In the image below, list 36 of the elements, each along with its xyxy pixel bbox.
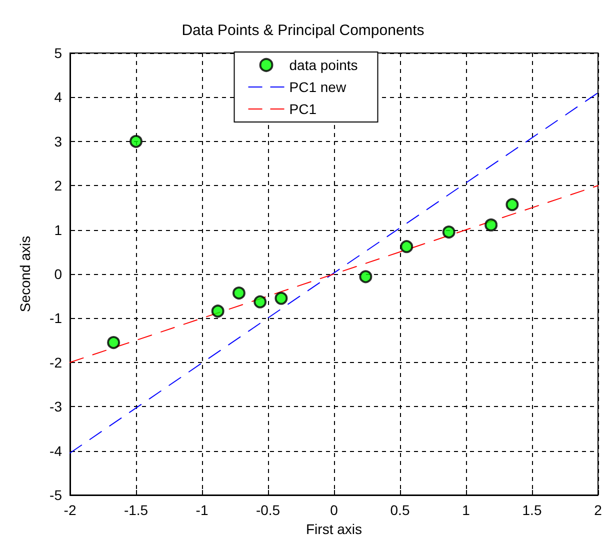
point bbox=[484, 218, 498, 232]
point bbox=[274, 292, 288, 305]
y-axis-title: Second axis bbox=[17, 236, 33, 312]
point bbox=[107, 336, 120, 350]
y-tick-label: 0 bbox=[54, 266, 62, 282]
point bbox=[506, 198, 519, 212]
point bbox=[254, 295, 267, 308]
point bbox=[442, 226, 456, 239]
point bbox=[130, 134, 142, 148]
y-tick-label: 1 bbox=[54, 222, 62, 238]
x-axis-title: First axis bbox=[306, 520, 362, 537]
y-tick-label: -5 bbox=[50, 487, 62, 503]
y-tick-label: 3 bbox=[54, 133, 62, 150]
x-tick-label: 2 bbox=[594, 502, 602, 518]
x-tick-label: -1.5 bbox=[124, 502, 148, 518]
x-tick-label: -1 bbox=[196, 502, 208, 518]
y-tick-label: -4 bbox=[50, 442, 62, 459]
point bbox=[211, 304, 224, 318]
point bbox=[400, 240, 414, 254]
point bbox=[232, 286, 246, 300]
point bbox=[359, 270, 372, 284]
y-tick-label: 4 bbox=[54, 89, 62, 106]
chart-title: Data Points & Principal Components bbox=[182, 22, 424, 39]
y-tick-label: 5 bbox=[54, 45, 62, 61]
legend-label: PC1 bbox=[289, 101, 317, 117]
x-tick-label: 0.5 bbox=[390, 502, 410, 518]
y-tick-label: -2 bbox=[50, 354, 62, 370]
x-tick-label: 1 bbox=[462, 502, 470, 518]
y-tick-label: 2 bbox=[54, 178, 62, 194]
legend-label: PC1 new bbox=[289, 79, 347, 95]
y-tick-label: -1 bbox=[50, 310, 62, 326]
x-tick-label: 1.5 bbox=[522, 502, 542, 518]
x-tick-label: -0.5 bbox=[256, 502, 280, 518]
y-tick-label: -3 bbox=[50, 398, 62, 415]
legend-label: data points bbox=[289, 57, 358, 73]
x-tick-label: 0 bbox=[330, 502, 338, 518]
